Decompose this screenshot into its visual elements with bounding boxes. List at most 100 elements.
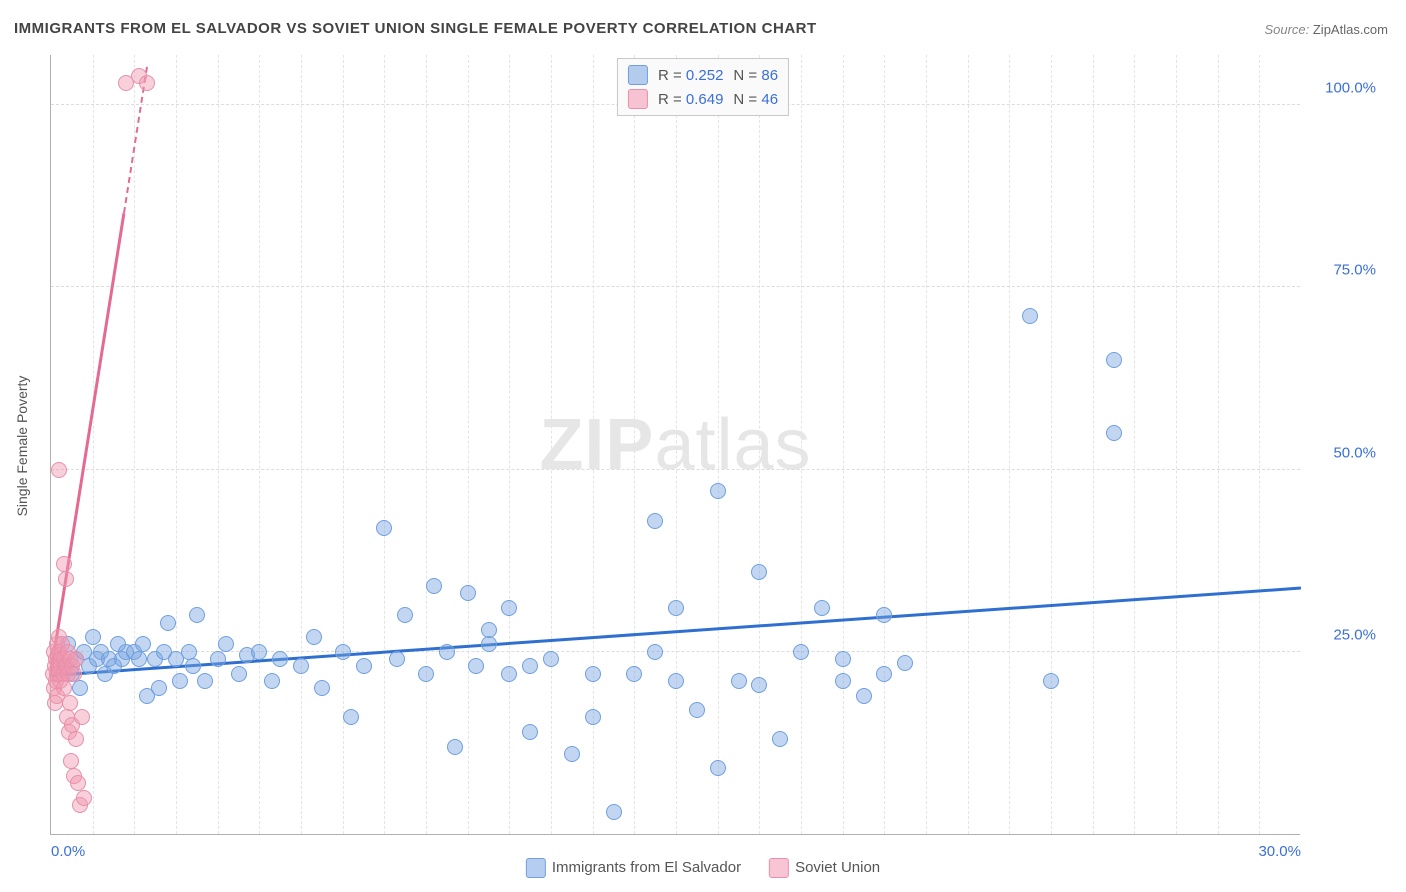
legend-swatch — [526, 858, 546, 878]
data-point — [585, 709, 601, 725]
data-point — [343, 709, 359, 725]
data-point — [151, 680, 167, 696]
data-point — [293, 658, 309, 674]
source-value: ZipAtlas.com — [1313, 22, 1388, 37]
gridline-v — [1051, 55, 1052, 834]
data-point — [397, 607, 413, 623]
data-point — [218, 636, 234, 652]
data-point — [335, 644, 351, 660]
legend-swatch — [628, 89, 648, 109]
data-point — [710, 483, 726, 499]
data-point — [314, 680, 330, 696]
data-point — [856, 688, 872, 704]
data-point — [1043, 673, 1059, 689]
data-point — [731, 673, 747, 689]
gridline-h — [51, 286, 1300, 287]
data-point — [439, 644, 455, 660]
data-point — [139, 75, 155, 91]
data-point — [76, 790, 92, 806]
data-point — [74, 709, 90, 725]
data-point — [131, 651, 147, 667]
trend-line — [50, 213, 126, 673]
legend-series-label: Immigrants from El Salvador — [552, 859, 741, 876]
gridline-v — [509, 55, 510, 834]
data-point — [1106, 425, 1122, 441]
data-point — [793, 644, 809, 660]
data-point — [585, 666, 601, 682]
data-point — [751, 564, 767, 580]
data-point — [564, 746, 580, 762]
gridline-v — [718, 55, 719, 834]
data-point — [543, 651, 559, 667]
legend-series-item: Soviet Union — [769, 858, 880, 878]
data-point — [426, 578, 442, 594]
chart-title: IMMIGRANTS FROM EL SALVADOR VS SOVIET UN… — [14, 20, 817, 37]
data-point — [389, 651, 405, 667]
data-point — [189, 607, 205, 623]
data-point — [522, 658, 538, 674]
gridline-v — [926, 55, 927, 834]
gridline-v — [1259, 55, 1260, 834]
legend-n: N = 86 — [733, 67, 778, 84]
data-point — [306, 629, 322, 645]
data-point — [264, 673, 280, 689]
gridline-v — [301, 55, 302, 834]
data-point — [876, 607, 892, 623]
data-point — [56, 556, 72, 572]
data-point — [460, 585, 476, 601]
watermark-rest: atlas — [654, 405, 811, 485]
y-tick-label: 50.0% — [1306, 444, 1376, 461]
gridline-v — [259, 55, 260, 834]
data-point — [814, 600, 830, 616]
data-point — [68, 651, 84, 667]
source-label: Source: — [1264, 22, 1312, 37]
data-point — [185, 658, 201, 674]
gridline-v — [426, 55, 427, 834]
legend-series-item: Immigrants from El Salvador — [526, 858, 741, 878]
data-point — [501, 666, 517, 682]
data-point — [68, 731, 84, 747]
data-point — [63, 753, 79, 769]
data-point — [181, 644, 197, 660]
data-point — [356, 658, 372, 674]
data-point — [85, 629, 101, 645]
gridline-v — [676, 55, 677, 834]
data-point — [481, 622, 497, 638]
data-point — [447, 739, 463, 755]
gridline-v — [1093, 55, 1094, 834]
gridline-v — [1009, 55, 1010, 834]
gridline-v — [551, 55, 552, 834]
gridline-v — [1134, 55, 1135, 834]
data-point — [66, 666, 82, 682]
data-point — [418, 666, 434, 682]
legend-swatch — [769, 858, 789, 878]
legend-series: Immigrants from El Salvador Soviet Union — [526, 858, 880, 878]
data-point — [710, 760, 726, 776]
legend-r: R = 0.252 — [658, 67, 723, 84]
data-point — [51, 462, 67, 478]
legend-stats: R = 0.252N = 86R = 0.649N = 46 — [617, 58, 789, 116]
data-point — [172, 673, 188, 689]
gridline-v — [468, 55, 469, 834]
legend-swatch — [628, 65, 648, 85]
y-tick-label: 75.0% — [1306, 262, 1376, 279]
correlation-chart: IMMIGRANTS FROM EL SALVADOR VS SOVIET UN… — [0, 0, 1406, 892]
legend-n: N = 46 — [733, 91, 778, 108]
gridline-v — [218, 55, 219, 834]
data-point — [272, 651, 288, 667]
data-point — [251, 644, 267, 660]
data-point — [835, 651, 851, 667]
y-tick-label: 25.0% — [1306, 626, 1376, 643]
data-point — [772, 731, 788, 747]
data-point — [160, 615, 176, 631]
gridline-v — [1176, 55, 1177, 834]
data-point — [481, 636, 497, 652]
data-point — [231, 666, 247, 682]
y-tick-label: 100.0% — [1306, 80, 1376, 97]
data-point — [876, 666, 892, 682]
data-point — [689, 702, 705, 718]
data-point — [626, 666, 642, 682]
gridline-v — [759, 55, 760, 834]
data-point — [668, 600, 684, 616]
data-point — [376, 520, 392, 536]
